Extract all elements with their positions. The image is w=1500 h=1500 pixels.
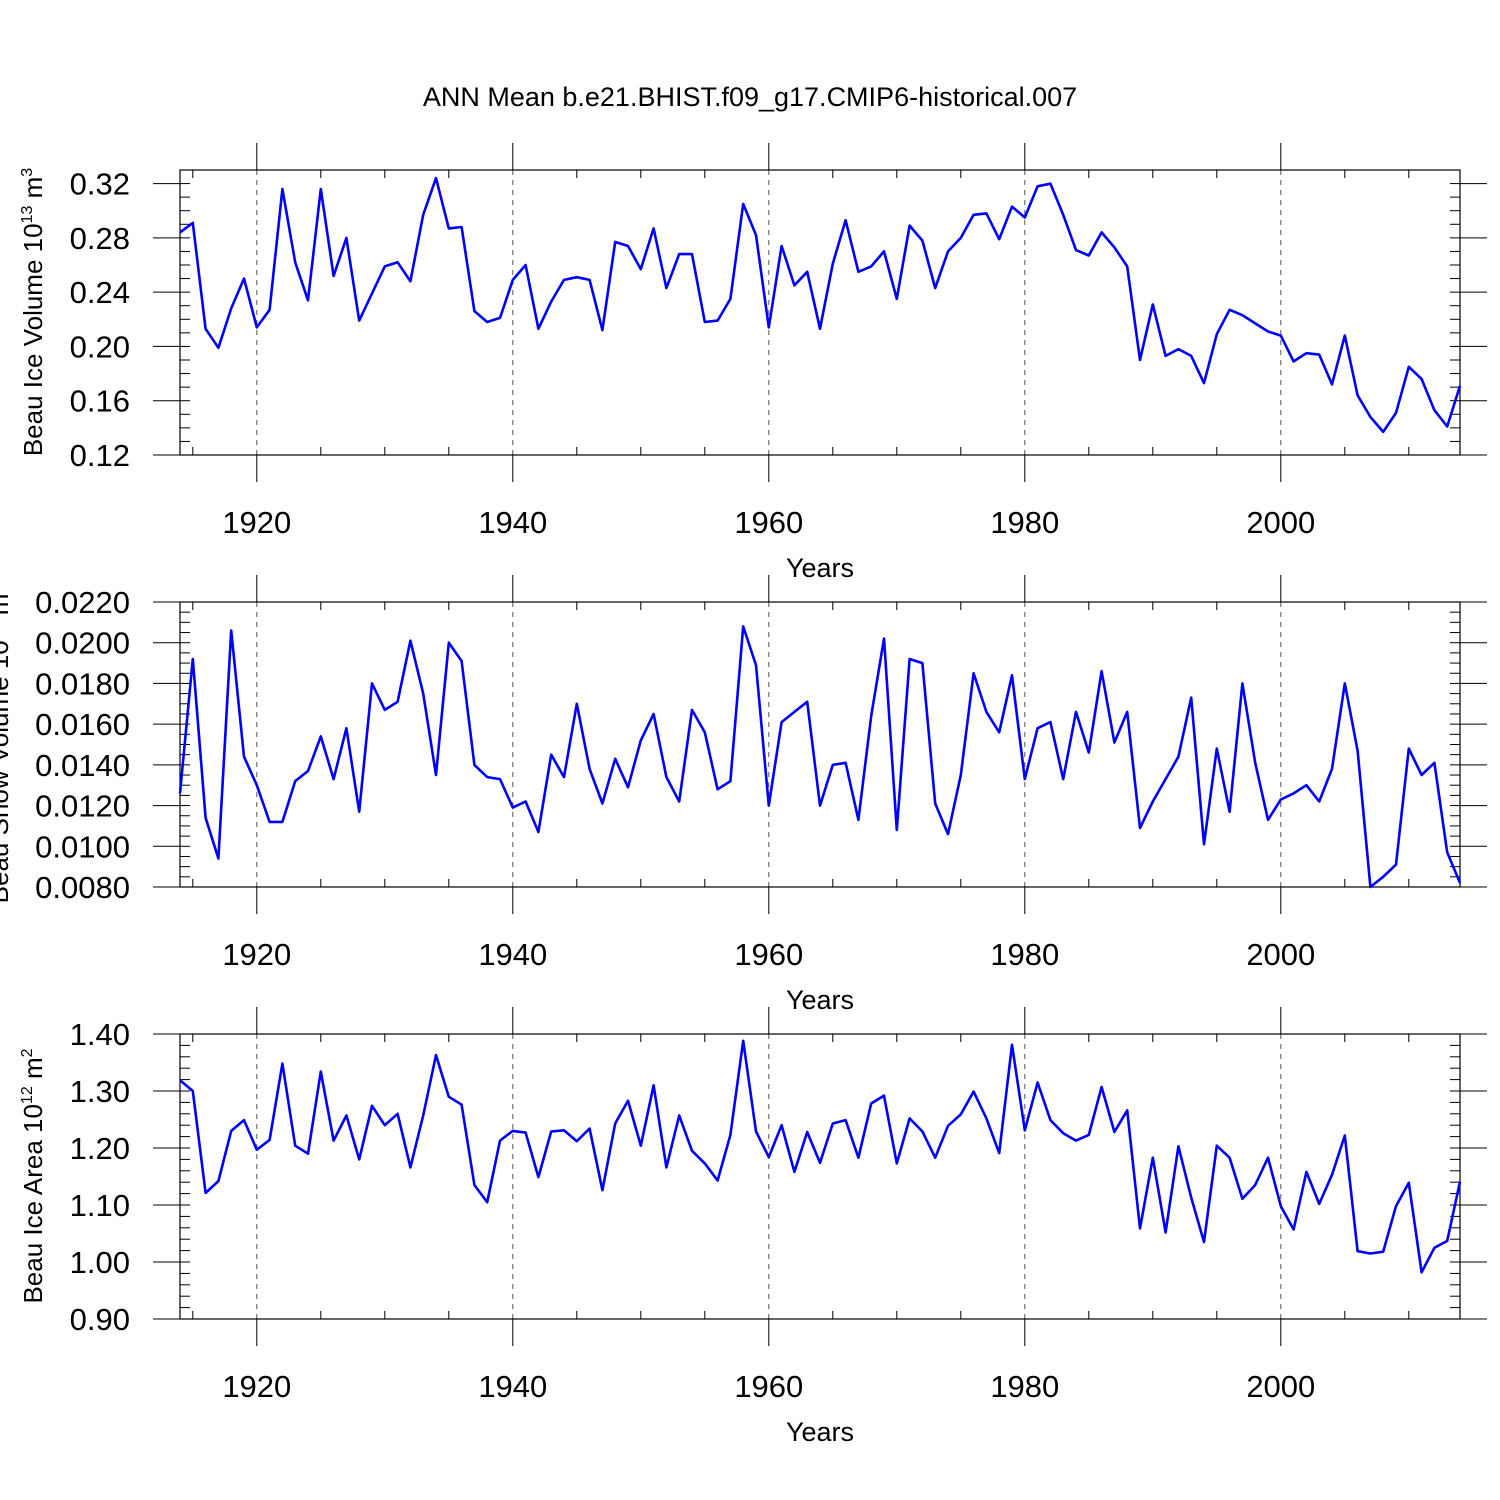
y-axis-label-ylabel-sup: 13: [19, 206, 36, 224]
y-tick-label: 0.24: [70, 275, 130, 310]
x-axis-label: Years: [786, 985, 854, 1015]
plot-frame: [179, 1033, 1461, 1320]
x-axis-label: Years: [786, 553, 854, 583]
y-tick-label: 1.00: [70, 1245, 130, 1280]
y-axis-label-ylabel-unit: m: [18, 1057, 48, 1086]
y-tick-label: 0.28: [70, 221, 130, 256]
y-axis-label-ylabel-unit-sup: 2: [19, 1048, 36, 1057]
series-line: [179, 1039, 1462, 1274]
x-tick-label: 2000: [1246, 1369, 1315, 1404]
x-tick-label: 1980: [990, 505, 1059, 540]
y-axis-label-ylabel: Beau Snow Volume 10: [0, 640, 14, 903]
y-axis-label: Beau Ice Area 1012 m2: [18, 1048, 48, 1303]
x-tick-label: 1940: [478, 937, 547, 972]
x-tick-label: 1920: [222, 1369, 291, 1404]
y-tick-label: 0.0140: [35, 748, 130, 783]
y-tick-label: 0.16: [70, 384, 130, 419]
plot-frame: [179, 601, 1461, 888]
y-axis-label-ylabel-sup: 12: [19, 1086, 36, 1104]
y-tick-label: 0.0220: [35, 585, 130, 620]
y-tick-label: 0.0200: [35, 626, 130, 661]
y-axis-label-ylabel: Beau Ice Volume 10: [18, 223, 48, 456]
y-tick-label: 0.90: [70, 1302, 130, 1337]
y-axis-label-ylabel-unit-sup: 3: [0, 585, 2, 594]
y-tick-label: 0.0160: [35, 707, 130, 742]
series-line: [179, 176, 1462, 434]
x-tick-label: 1920: [222, 937, 291, 972]
y-tick-label: 0.32: [70, 167, 130, 202]
x-tick-label: 1980: [990, 937, 1059, 972]
plot-frame: [179, 169, 1461, 456]
y-tick-label: 0.20: [70, 329, 130, 364]
series-line: [178, 625, 1462, 889]
x-tick-label: 1960: [734, 1369, 803, 1404]
y-tick-label: 0.0080: [35, 870, 130, 905]
y-axis-label-ylabel-sup: 13: [0, 622, 2, 640]
y-axis-label: Beau Snow Volume 1013 m3: [0, 585, 14, 904]
y-tick-label: 0.0120: [35, 789, 130, 824]
x-tick-label: 2000: [1246, 505, 1315, 540]
x-tick-label: 1980: [990, 1369, 1059, 1404]
y-tick-label: 1.10: [70, 1188, 130, 1223]
y-tick-label: 1.40: [70, 1017, 130, 1052]
x-tick-label: 1960: [734, 505, 803, 540]
panel-3: 1920 1940 1960 1980 2000 0.90 1.00 1.10 1.20 1.30…: [18, 1007, 1487, 1447]
y-axis-label-ylabel-unit: m: [18, 177, 48, 206]
y-axis-label-ylabel-unit-sup: 3: [19, 168, 36, 177]
y-tick-label: 1.20: [70, 1131, 130, 1166]
x-tick-label: 2000: [1246, 937, 1315, 972]
y-tick-label: 0.0180: [35, 666, 130, 701]
x-tick-label: 1960: [734, 937, 803, 972]
y-tick-label: 0.12: [70, 438, 130, 473]
y-tick-label: 1.30: [70, 1074, 130, 1109]
y-tick-label: 0.0100: [35, 829, 130, 864]
x-tick-label: 1940: [478, 1369, 547, 1404]
y-axis-label-ylabel: Beau Ice Area 10: [18, 1104, 48, 1303]
x-tick-label: 1920: [222, 505, 291, 540]
figure-title: ANN Mean b.e21.BHIST.f09_g17.CMIP6-histo…: [423, 82, 1077, 112]
x-tick-label: 1940: [478, 505, 547, 540]
y-axis-label: Beau Ice Volume 1013 m3: [18, 168, 48, 456]
y-axis-label-ylabel-unit: m: [0, 594, 14, 623]
panel-1: 1920 1940 1960 1980 2000 0.12 0.16 0.20 0.24 0.28…: [18, 143, 1487, 583]
x-axis-label: Years: [786, 1417, 854, 1447]
panel-2: 1920 1940 1960 1980 2000 0.0080 0.0100 0.0120 0.…: [0, 575, 1487, 1015]
